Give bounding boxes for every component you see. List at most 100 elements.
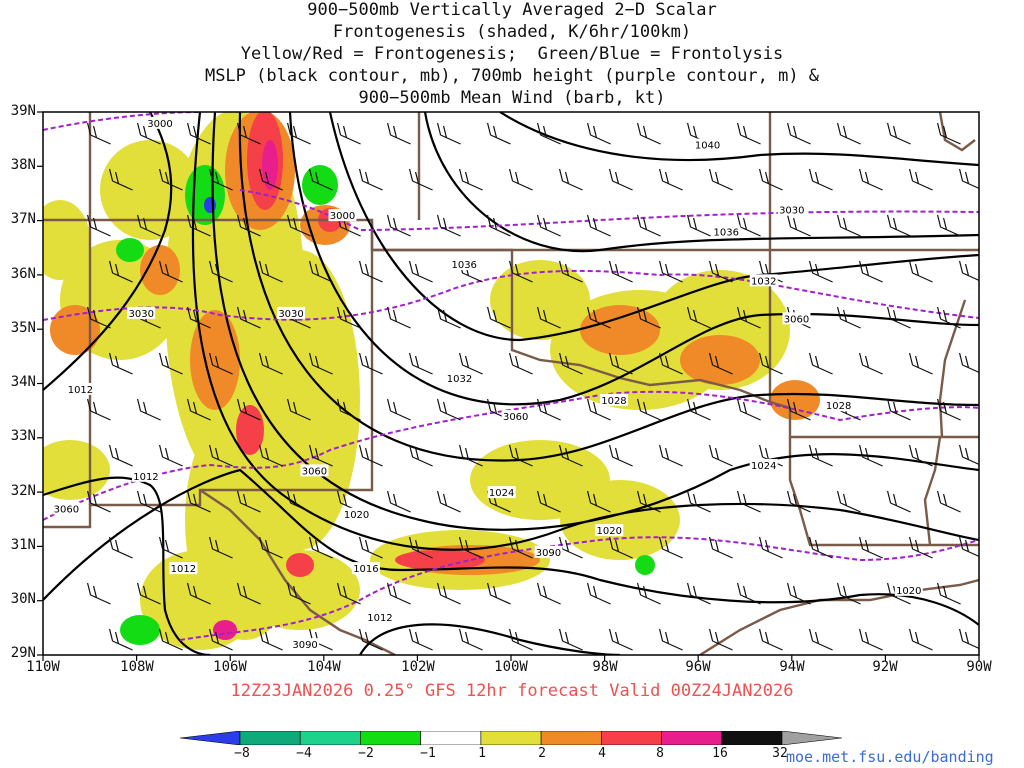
wind-barb — [258, 352, 283, 375]
contour-label: 3090 — [536, 548, 561, 559]
wind-barb — [658, 168, 683, 191]
contour-label-bg — [824, 399, 853, 412]
wind-barb — [636, 214, 661, 237]
lon-label: 108W — [120, 659, 154, 675]
wind-barb — [358, 444, 383, 467]
wind-barb — [586, 306, 611, 329]
contour-label-bg — [599, 393, 628, 406]
colorbar-label: −1 — [420, 746, 436, 761]
wind-barb — [758, 352, 783, 375]
wind-barbs — [86, 122, 1024, 651]
wind-barb — [1010, 629, 1024, 650]
wind-barb — [458, 444, 483, 467]
colorbar-label: −2 — [358, 746, 374, 761]
wind-barb — [108, 168, 133, 191]
wind-barb — [286, 490, 311, 513]
lat-label: 32N — [10, 483, 36, 499]
wind-barb — [608, 628, 633, 651]
shading-region — [204, 197, 216, 213]
wind-barb — [786, 398, 811, 421]
wind-barb — [886, 490, 911, 513]
contour-label-bg — [749, 458, 778, 471]
wind-barb — [458, 536, 483, 559]
border-la-ms — [923, 436, 942, 546]
wind-barb — [658, 444, 683, 467]
wind-barb — [786, 214, 811, 237]
wind-barb — [86, 398, 111, 421]
wind-barb — [636, 398, 661, 421]
wind-barb — [558, 628, 583, 651]
wind-barb — [186, 398, 211, 421]
wind-barb — [308, 536, 333, 559]
wind-barb — [808, 628, 833, 651]
contour-label: 1032 — [751, 276, 776, 287]
wind-barb — [236, 582, 261, 605]
shading-region — [680, 335, 760, 385]
wind-barb — [386, 582, 411, 605]
wind-barb — [736, 490, 761, 513]
wind-barb — [86, 582, 111, 605]
wind-barb — [708, 352, 733, 375]
wind-barb — [358, 260, 383, 283]
wind-barb — [436, 490, 461, 513]
contour-label: 1020 — [597, 526, 622, 537]
wind-barb — [608, 168, 633, 191]
contour-label: 3060 — [302, 466, 327, 477]
wind-barb — [758, 168, 783, 191]
credit-link[interactable]: moe.met.fsu.edu/banding — [786, 748, 994, 766]
wind-barb — [958, 628, 979, 650]
wind-barb — [558, 444, 583, 467]
wind-barb — [836, 306, 861, 329]
wind-barb — [886, 398, 911, 421]
wind-barb — [208, 628, 233, 651]
wind-barb — [508, 444, 533, 467]
wind-barb — [936, 398, 961, 421]
wind-barb — [308, 260, 333, 283]
wind-barb — [336, 122, 361, 145]
colorbar-segment — [540, 731, 602, 745]
wind-barb — [958, 352, 979, 374]
colorbar-label: 4 — [598, 746, 606, 761]
wind-barb — [836, 214, 861, 237]
wind-barb — [158, 628, 183, 651]
wind-barb — [988, 307, 1011, 328]
colorbar-label: 1 — [478, 746, 486, 761]
wind-barb — [108, 352, 133, 375]
contour-label: 1012 — [133, 472, 158, 483]
wind-barb — [686, 306, 711, 329]
wind-barb — [236, 490, 261, 513]
wind-barb — [936, 122, 961, 145]
contour-label-bg — [277, 306, 306, 319]
shading-region — [286, 553, 314, 577]
wind-barb — [136, 122, 161, 145]
title-line-3: Yellow/Red = Frontogenesis; Green/Blue =… — [240, 44, 784, 64]
title-line-5: 900−500mb Mean Wind (barb, kt) — [358, 88, 666, 108]
wind-barb — [758, 628, 783, 651]
lon-label: 102W — [401, 659, 435, 675]
wind-barb — [408, 260, 433, 283]
wind-barb — [386, 214, 411, 237]
contour-label: 3000 — [147, 119, 172, 130]
lon-label: 110W — [26, 659, 60, 675]
lat-label: 33N — [10, 428, 36, 444]
wind-barb — [886, 122, 911, 145]
shading-region — [213, 620, 237, 640]
border-nm-co-mx — [43, 218, 374, 529]
lat-label: 37N — [10, 211, 36, 227]
wind-barb — [686, 398, 711, 421]
wind-barb — [908, 168, 933, 191]
wind-barb — [408, 536, 433, 559]
wind-barb — [308, 168, 333, 191]
wind-barb — [558, 260, 583, 283]
wind-barb — [988, 583, 1011, 604]
wind-barb — [336, 306, 361, 329]
contour-label: 3030 — [779, 206, 804, 217]
colorbar-segment — [480, 731, 542, 745]
wind-barb — [958, 260, 979, 282]
shading-region — [240, 550, 360, 630]
wind-barb — [486, 306, 511, 329]
contour-label: 3000 — [330, 211, 355, 222]
contour-label: 3060 — [784, 314, 809, 325]
